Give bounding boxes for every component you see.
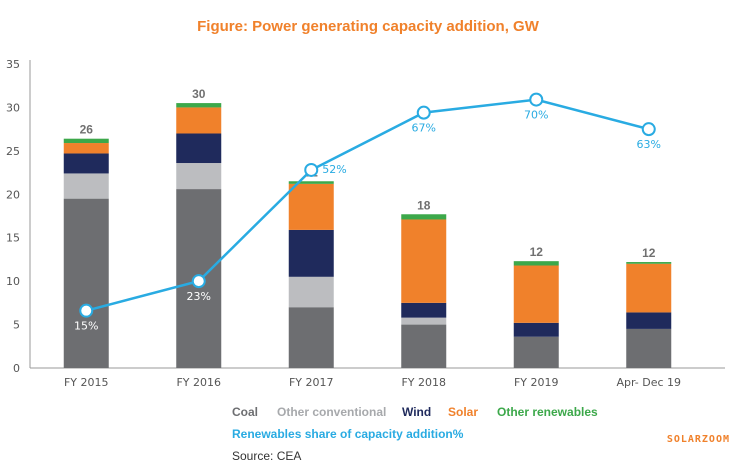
bar-segment-wind — [626, 312, 672, 329]
renewables-share-line: 15% 23% 52% 67% 70% 63% — [74, 92, 661, 333]
bar-segment-coal — [401, 324, 447, 368]
bar-segment-solar — [401, 219, 447, 303]
x-tick-label: FY 2017 — [289, 376, 334, 389]
bar-segment-other-renewables — [626, 262, 672, 264]
y-tick-label: 25 — [6, 145, 20, 158]
bar-segment-solar — [288, 183, 334, 230]
legend-item-coal: Coal — [232, 405, 258, 419]
legend-line-label: Renewables share of capacity addition% — [232, 427, 464, 441]
bar-segment-other-renewables — [176, 103, 222, 108]
axes: 0 5 10 15 20 25 30 35 FY 2015 FY 2016 FY 2017 FY 20… — [6, 58, 725, 389]
share-line-path — [85, 98, 650, 312]
bar-segment-wind — [513, 322, 559, 337]
x-tick-label: Apr- Dec 19 — [616, 376, 681, 389]
share-line-point — [79, 303, 94, 318]
share-line-label: 67% — [412, 122, 436, 135]
x-tick-label: FY 2016 — [176, 376, 221, 389]
y-tick-label: 35 — [6, 58, 20, 71]
legend: Coal Other conventional Wind Solar Other ren… — [232, 405, 598, 419]
share-line-point — [304, 162, 319, 177]
legend-item-other-conventional: Other conventional — [277, 405, 386, 419]
bar-segment-other-renewables — [63, 138, 109, 144]
bar-segment-solar — [63, 143, 109, 154]
share-line-point — [191, 274, 206, 289]
bar-segment-other-renewables — [513, 261, 559, 266]
bar-segment-coal — [513, 336, 559, 368]
bar-segment-coal — [288, 307, 334, 368]
share-line-label: 52% — [322, 163, 346, 176]
legend-item-solar: Solar — [448, 405, 478, 419]
bar-segment-other-conventional — [63, 173, 109, 199]
bar-segment-solar — [176, 107, 222, 134]
legend-item-wind: Wind — [402, 405, 431, 419]
y-tick-label: 0 — [13, 362, 20, 375]
chart-title: Figure: Power generating capacity additi… — [197, 18, 540, 35]
bar-segment-other-conventional — [401, 317, 447, 325]
bar-total-label: 18 — [417, 198, 431, 212]
x-tick-label: FY 2018 — [401, 376, 446, 389]
share-line-point — [416, 105, 431, 120]
bar-segment-solar — [626, 263, 672, 313]
watermark: SOLARZOOM — [667, 434, 730, 445]
bar-segment-wind — [63, 153, 109, 174]
share-line-point — [641, 122, 656, 137]
bar-segment-wind — [401, 302, 447, 318]
bar-segment-coal — [626, 328, 672, 368]
bar-segment-wind — [288, 229, 334, 277]
share-line-label: 63% — [637, 138, 661, 151]
share-line-label: 15% — [74, 320, 98, 333]
y-tick-label: 30 — [6, 101, 20, 114]
bar-segment-other-conventional — [288, 276, 334, 308]
y-tick-label: 15 — [6, 232, 20, 245]
bar-total-label: 26 — [80, 123, 94, 137]
bar-totals: 263022181212 — [80, 87, 656, 260]
bar-segment-other-conventional — [176, 163, 222, 190]
share-line-label: 70% — [524, 109, 548, 122]
bar-segment-other-renewables — [288, 181, 334, 184]
share-line-label: 23% — [187, 290, 211, 303]
bar-total-label: 30 — [192, 87, 206, 101]
x-tick-label: FY 2019 — [514, 376, 559, 389]
bar-total-label: 12 — [642, 246, 656, 260]
source-note: Source: CEA — [232, 449, 301, 463]
y-tick-label: 20 — [6, 188, 20, 201]
share-line-point — [529, 92, 544, 107]
bar-segment-other-renewables — [401, 214, 447, 220]
x-tick-label: FY 2015 — [64, 376, 109, 389]
y-tick-label: 5 — [13, 319, 20, 332]
bar-total-label: 12 — [530, 245, 544, 259]
bar-segment-solar — [513, 265, 559, 323]
bar-segment-wind — [176, 133, 222, 164]
bars — [63, 103, 672, 368]
legend-item-other-renewables: Other renewables — [497, 405, 598, 419]
bar-segment-coal — [63, 198, 109, 368]
y-tick-label: 10 — [6, 275, 20, 288]
